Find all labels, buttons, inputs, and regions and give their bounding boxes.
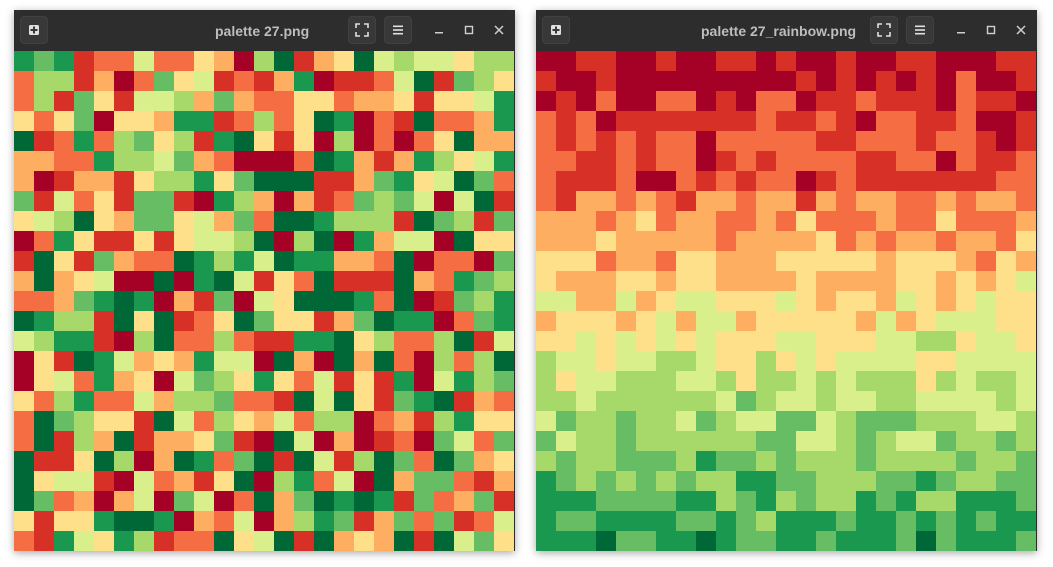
- fit-screen-button[interactable]: [870, 16, 898, 44]
- image-viewer-window: palette 27_rainbow.png: [536, 10, 1037, 551]
- maximize-icon: [986, 25, 996, 35]
- minimize-button[interactable]: [951, 20, 971, 40]
- palette-rainbow-image: [536, 51, 1036, 551]
- window-title: palette 27.png: [215, 23, 310, 39]
- maximize-icon: [464, 25, 474, 35]
- close-button[interactable]: [1011, 20, 1031, 40]
- minimize-button[interactable]: [429, 20, 449, 40]
- plus-icon: [551, 25, 561, 35]
- new-tab-button[interactable]: [20, 16, 48, 44]
- palette-image: [14, 51, 514, 551]
- close-icon: [1016, 25, 1026, 35]
- hamburger-icon: [393, 25, 403, 35]
- minimize-icon: [435, 32, 443, 34]
- maximize-button[interactable]: [981, 20, 1001, 40]
- fit-screen-button[interactable]: [348, 16, 376, 44]
- title-bar[interactable]: palette 27.png: [14, 10, 515, 50]
- image-viewer-window: palette 27.png: [14, 10, 515, 551]
- fit-screen-icon: [355, 23, 369, 37]
- close-icon: [494, 25, 504, 35]
- plus-icon: [29, 25, 39, 35]
- minimize-icon: [957, 32, 965, 34]
- close-button[interactable]: [489, 20, 509, 40]
- maximize-button[interactable]: [459, 20, 479, 40]
- title-bar[interactable]: palette 27_rainbow.png: [536, 10, 1037, 50]
- menu-button[interactable]: [384, 16, 412, 44]
- menu-button[interactable]: [906, 16, 934, 44]
- fit-screen-icon: [877, 23, 891, 37]
- new-tab-button[interactable]: [542, 16, 570, 44]
- window-title: palette 27_rainbow.png: [701, 23, 857, 39]
- hamburger-icon: [915, 25, 925, 35]
